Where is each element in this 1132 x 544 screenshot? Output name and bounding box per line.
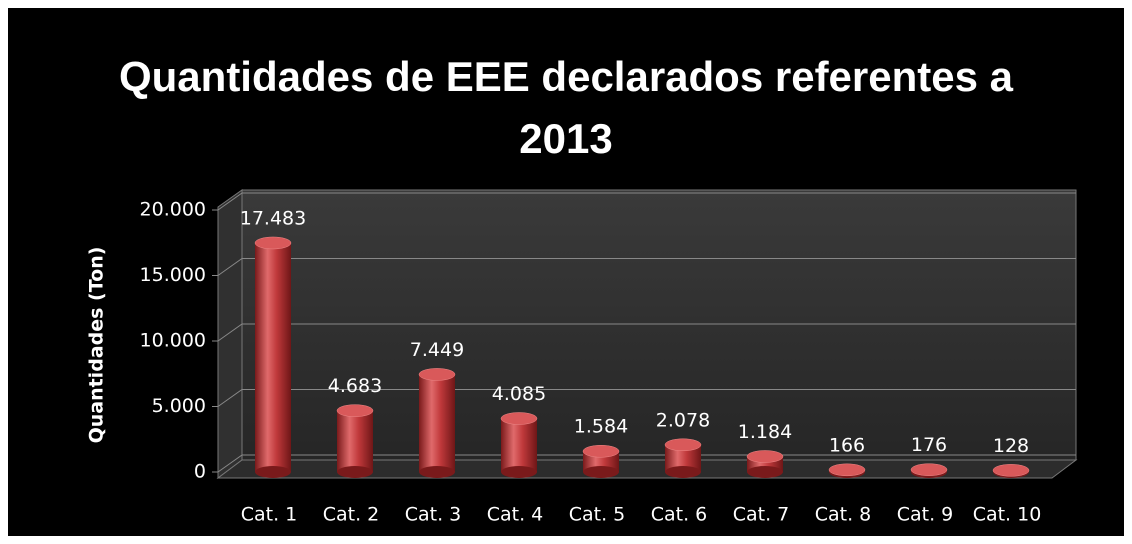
data-label: 7.449 — [410, 339, 464, 361]
bar-top — [992, 464, 1030, 477]
y-tick-label: 0 — [194, 461, 206, 483]
data-label: 17.483 — [240, 207, 306, 229]
bar-base — [255, 466, 291, 478]
grid-line — [217, 454, 1076, 473]
x-tick-label: Cat. 1 — [241, 504, 298, 526]
y-tick-label: 5.000 — [152, 395, 206, 417]
bar-top — [910, 463, 948, 476]
x-tick-label: Cat. 2 — [323, 504, 380, 526]
y-tick-label: 10.000 — [140, 330, 206, 352]
bar-base — [337, 466, 373, 478]
x-tick-label: Cat. 9 — [897, 504, 954, 526]
grid-line — [217, 323, 1076, 342]
x-tick-label: Cat. 8 — [815, 504, 872, 526]
data-label: 1.184 — [738, 421, 792, 443]
data-label: 176 — [911, 434, 947, 456]
data-label: 4.683 — [328, 375, 382, 397]
bar-top — [500, 412, 538, 425]
bar-base — [501, 466, 537, 478]
bar — [337, 410, 373, 472]
data-label: 4.085 — [492, 383, 546, 405]
bar-base — [419, 466, 455, 478]
bar-base — [583, 466, 619, 478]
bar-base — [747, 466, 783, 478]
data-label: 166 — [829, 434, 865, 456]
x-tick-label: Cat. 4 — [487, 504, 544, 526]
x-tick-label: Cat. 3 — [405, 504, 462, 526]
grid-line — [217, 389, 1076, 407]
bar-top — [664, 438, 702, 452]
x-tick-label: Cat. 5 — [569, 504, 626, 526]
grid-line — [217, 258, 1076, 276]
bar-top — [254, 236, 292, 250]
x-tick-label: Cat. 10 — [973, 504, 1042, 526]
bar-top — [418, 368, 456, 381]
data-label: 1.584 — [574, 416, 628, 438]
bar-top — [582, 444, 620, 458]
bar-base — [665, 466, 701, 478]
bar — [419, 374, 455, 472]
bar-top — [828, 463, 866, 477]
bar-top — [746, 450, 784, 463]
data-label: 128 — [993, 435, 1029, 457]
chart-title: Quantidades de EEE declarados referentes… — [118, 53, 1014, 162]
x-tick-label: Cat. 7 — [733, 504, 790, 526]
grid-line — [217, 192, 1076, 211]
x-tick-label: Cat. 6 — [651, 504, 708, 526]
bar — [501, 418, 537, 472]
y-tick-label: 20.000 — [140, 199, 206, 221]
bar-top — [336, 404, 374, 417]
bar — [255, 242, 291, 472]
data-label: 2.078 — [656, 409, 710, 431]
side-wall — [217, 189, 243, 479]
y-tick-label: 15.000 — [140, 264, 206, 286]
y-axis-title: Quantidades (Ton) — [86, 247, 108, 444]
